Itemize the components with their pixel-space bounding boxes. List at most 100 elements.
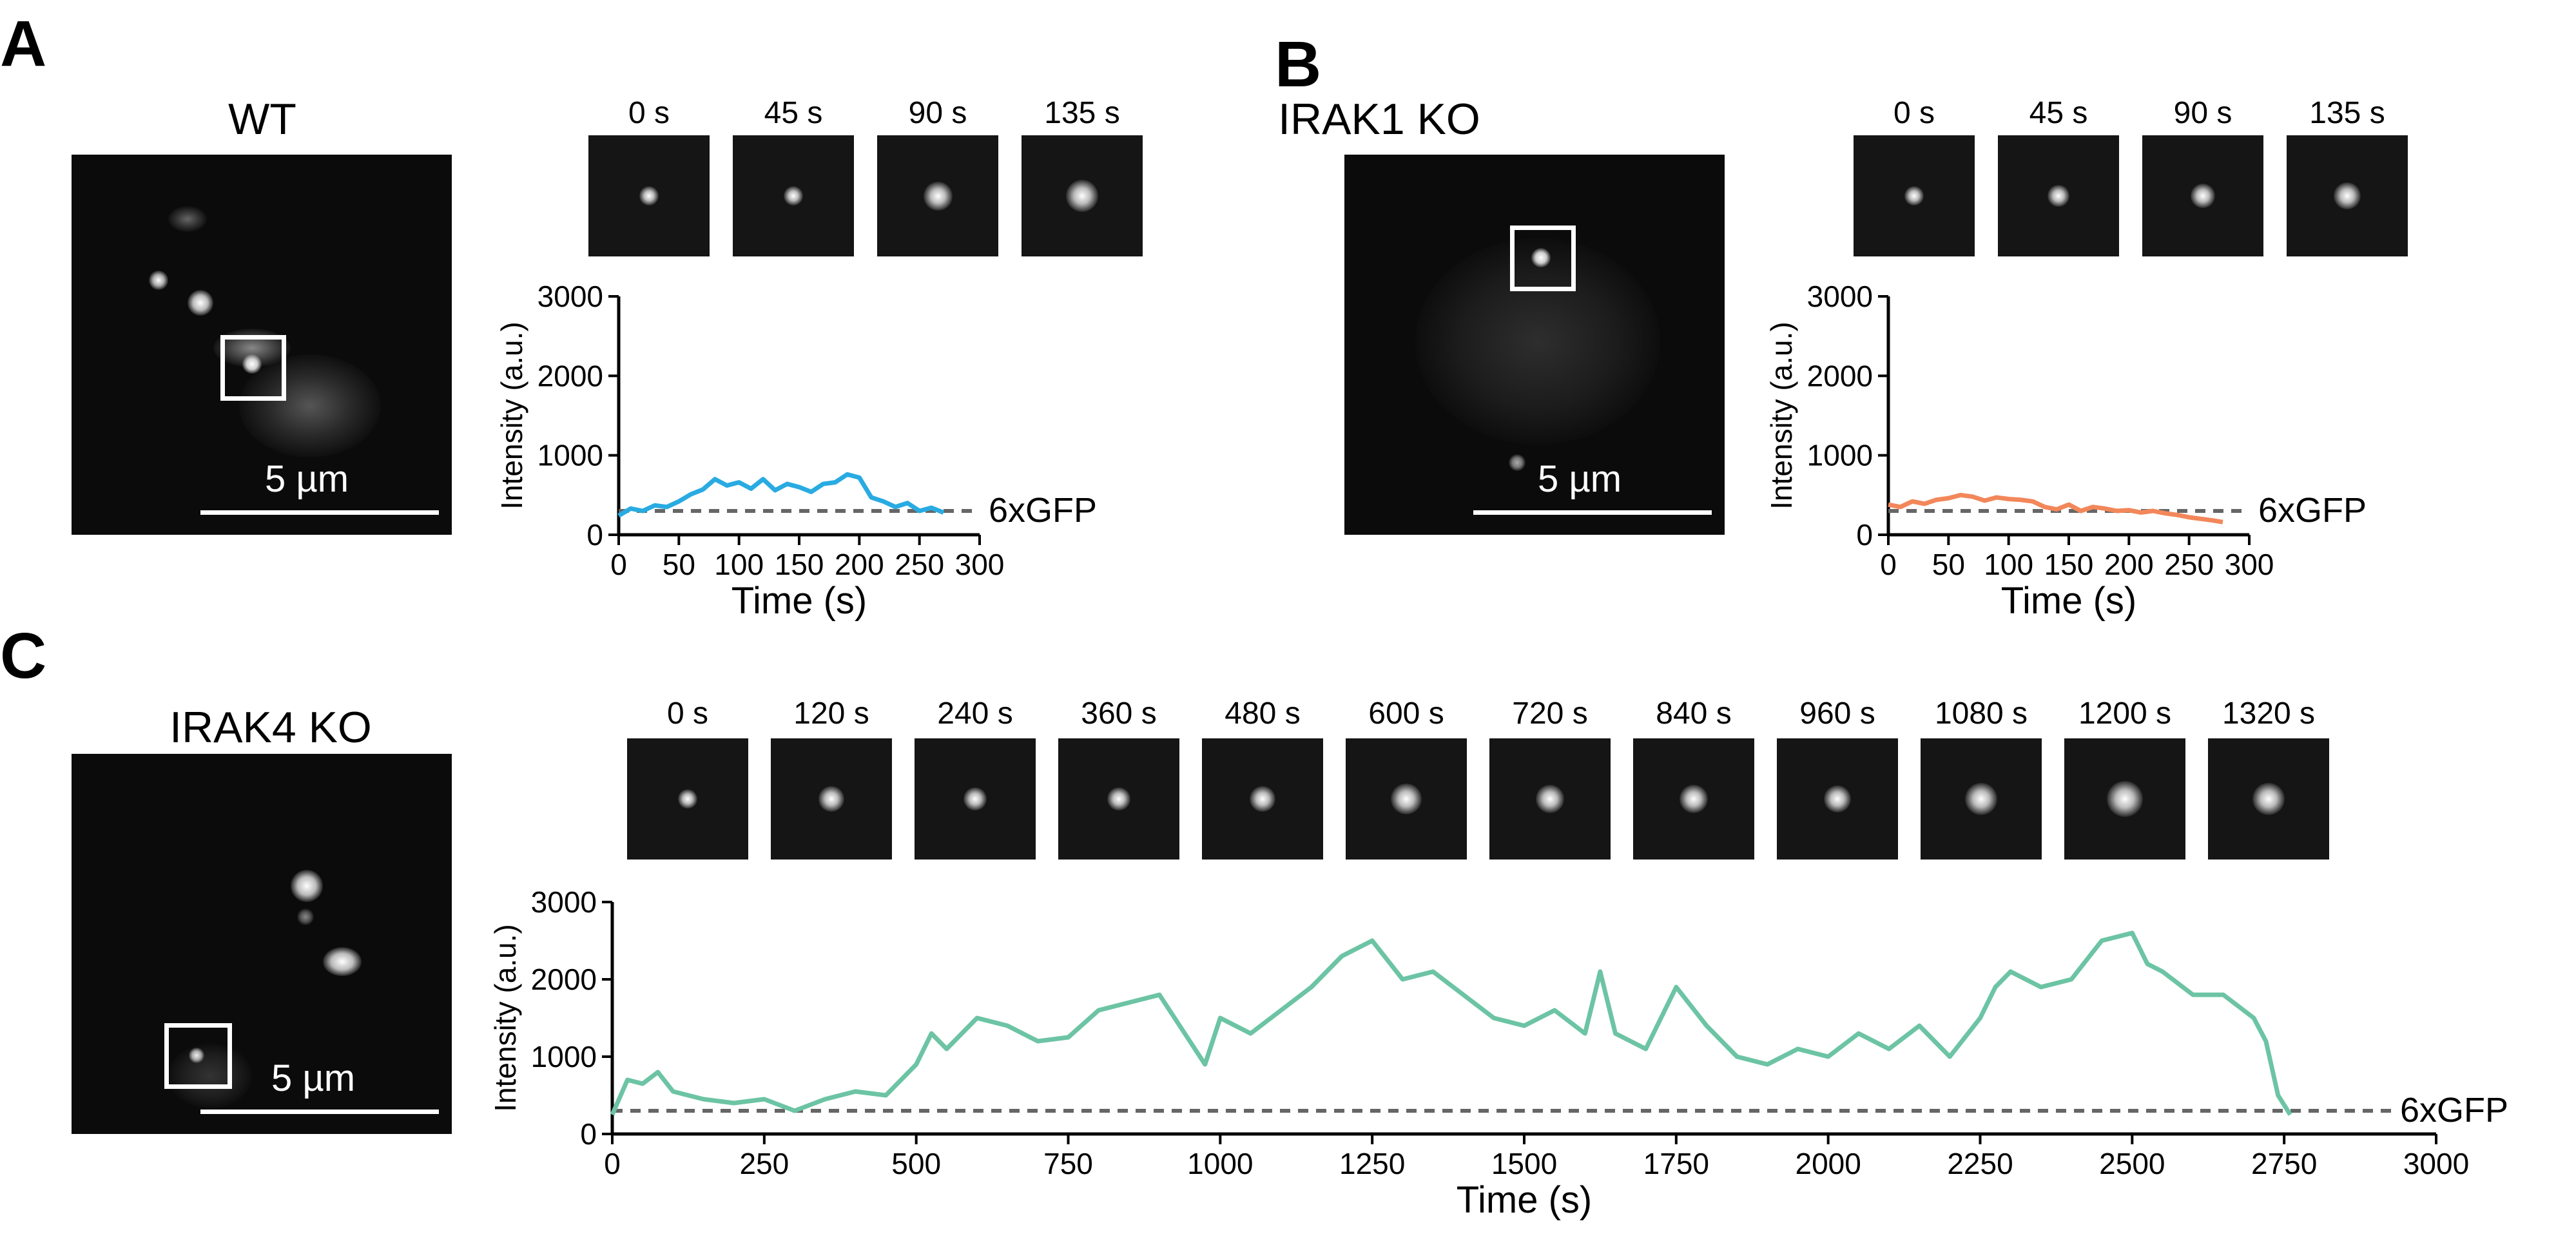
fluorescent-spot bbox=[239, 354, 381, 457]
fluorescent-spot bbox=[297, 908, 314, 925]
condition-title-irak1-ko: IRAK1 KO bbox=[1278, 95, 1480, 144]
time-lapse-frame bbox=[1022, 135, 1143, 256]
time-lapse-frame bbox=[1921, 738, 2042, 860]
frame-time-label: 120 s bbox=[793, 696, 869, 731]
frame-time-label: 480 s bbox=[1225, 696, 1301, 731]
x-axis-label: Time (s) bbox=[2001, 580, 2136, 622]
x-tick-label: 1750 bbox=[1643, 1147, 1709, 1180]
scale-bar-label: 5 µm bbox=[1538, 458, 1622, 500]
time-lapse-frame bbox=[588, 135, 710, 256]
time-lapse-frame bbox=[877, 135, 998, 256]
x-tick-label: 150 bbox=[2044, 548, 2094, 581]
time-lapse-frame bbox=[1777, 738, 1898, 860]
fluorescent-spot bbox=[2191, 184, 2215, 208]
y-axis-label: Intensity (a.u.) bbox=[495, 322, 528, 509]
x-tick-label: 150 bbox=[775, 548, 824, 581]
x-tick-label: 250 bbox=[895, 548, 944, 581]
y-tick-label: 0 bbox=[586, 518, 603, 552]
scale-bar-label: 5 µm bbox=[271, 1057, 356, 1099]
frame-time-label: 360 s bbox=[1081, 696, 1157, 731]
fluorescent-spot bbox=[2334, 182, 2361, 209]
fluorescent-spot bbox=[1107, 787, 1130, 811]
panel-letter-b: B bbox=[1275, 28, 1322, 101]
y-axis-label: Intensity (a.u.) bbox=[1765, 322, 1798, 509]
y-tick-label: 2000 bbox=[1807, 359, 1873, 392]
x-tick-label: 0 bbox=[610, 548, 627, 581]
x-tick-label: 300 bbox=[2225, 548, 2274, 581]
fluorescent-spot bbox=[1680, 785, 1708, 813]
panel-letter-a: A bbox=[0, 8, 47, 80]
fluorescent-spot bbox=[2048, 185, 2069, 207]
fluorescent-spot bbox=[323, 947, 362, 976]
scale-bar bbox=[1473, 510, 1712, 515]
y-tick-label: 0 bbox=[580, 1117, 597, 1151]
scale-bar bbox=[200, 1109, 439, 1114]
frame-time-label: 90 s bbox=[908, 96, 967, 130]
frame-time-label: 45 s bbox=[2029, 96, 2088, 130]
fluorescent-spot bbox=[168, 1044, 252, 1108]
x-axis-label: Time (s) bbox=[1457, 1179, 1592, 1221]
x-tick-label: 1500 bbox=[1491, 1147, 1557, 1180]
micrograph-irak4-ko: 5 µm bbox=[72, 754, 452, 1134]
fluorescent-spot bbox=[678, 789, 697, 809]
fluorescent-spot bbox=[1391, 783, 1422, 814]
reference-line-label: 6xGFP bbox=[989, 491, 1097, 530]
roi-box bbox=[220, 335, 286, 401]
frame-time-label: 135 s bbox=[1044, 96, 1120, 130]
reference-line-label: 6xGFP bbox=[2258, 491, 2367, 530]
y-tick-label: 1000 bbox=[1807, 439, 1873, 472]
intensity-series-line bbox=[617, 472, 945, 518]
y-tick-label: 2000 bbox=[531, 963, 597, 996]
scale-bar-label: 5 µm bbox=[265, 458, 349, 500]
fluorescent-spot bbox=[2107, 781, 2143, 817]
roi-box bbox=[1510, 226, 1576, 291]
time-lapse-frame bbox=[2208, 738, 2329, 860]
condition-title-wt: WT bbox=[228, 95, 296, 144]
time-lapse-frame bbox=[2064, 738, 2185, 860]
fluorescent-spot bbox=[818, 786, 844, 812]
x-tick-label: 200 bbox=[835, 548, 884, 581]
time-lapse-frame bbox=[771, 738, 892, 860]
frame-time-label: 135 s bbox=[2309, 96, 2385, 130]
time-lapse-frame bbox=[1633, 738, 1754, 860]
fluorescent-spot bbox=[1066, 180, 1098, 212]
scale-bar bbox=[200, 510, 439, 515]
x-tick-label: 0 bbox=[604, 1147, 621, 1180]
x-tick-label: 2750 bbox=[2251, 1147, 2317, 1180]
x-tick-label: 100 bbox=[714, 548, 764, 581]
x-tick-label: 50 bbox=[663, 548, 695, 581]
x-tick-label: 0 bbox=[1880, 548, 1897, 581]
frame-time-label: 0 s bbox=[628, 96, 670, 130]
time-lapse-frame bbox=[1202, 738, 1323, 860]
time-lapse-frame bbox=[915, 738, 1036, 860]
intensity-chart-irak4-ko: 0 250 500 750 1000 1250 1500 1750 2000 2250 2500 27… bbox=[489, 885, 2508, 1221]
time-lapse-frame bbox=[1998, 135, 2119, 256]
fluorescent-spot bbox=[1250, 786, 1275, 812]
x-tick-label: 100 bbox=[1984, 548, 2033, 581]
micrograph-irak1-ko: 5 µm bbox=[1344, 155, 1725, 535]
time-lapse-frame bbox=[1854, 135, 1975, 256]
fluorescent-spot bbox=[923, 181, 953, 211]
fluorescent-spot bbox=[242, 354, 262, 374]
fluorescent-spot bbox=[784, 186, 803, 206]
micrograph-wt: 5 µm bbox=[72, 155, 452, 535]
fluorescent-spot bbox=[168, 206, 207, 232]
fluorescent-spot bbox=[291, 870, 323, 902]
condition-title-irak4-ko: IRAK4 KO bbox=[169, 703, 372, 752]
y-tick-label: 3000 bbox=[537, 280, 603, 313]
frame-time-label: 0 s bbox=[666, 696, 709, 731]
y-tick-label: 3000 bbox=[531, 885, 597, 919]
frame-time-label: 840 s bbox=[1656, 696, 1732, 731]
x-tick-label: 300 bbox=[955, 548, 1005, 581]
roi-box bbox=[164, 1023, 232, 1089]
x-tick-label: 2000 bbox=[1795, 1147, 1861, 1180]
y-tick-label: 0 bbox=[1856, 518, 1873, 552]
x-tick-label: 200 bbox=[2104, 548, 2154, 581]
y-tick-label: 3000 bbox=[1807, 280, 1873, 313]
x-tick-label: 1250 bbox=[1339, 1147, 1405, 1180]
panel-letter-c: C bbox=[0, 620, 47, 692]
fluorescent-spot bbox=[1531, 248, 1551, 267]
x-tick-label: 50 bbox=[1932, 548, 1965, 581]
